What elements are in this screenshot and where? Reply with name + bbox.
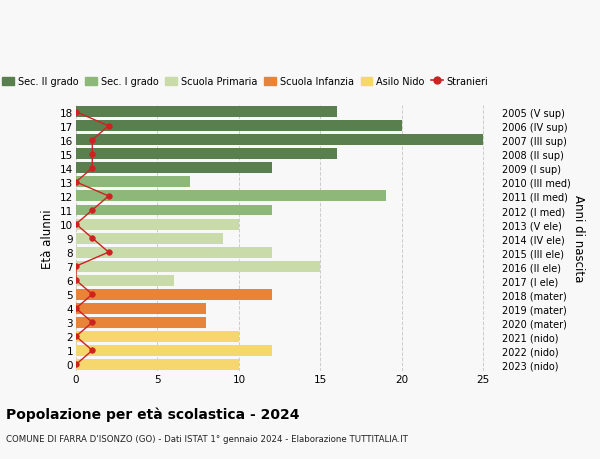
Bar [76,331,239,342]
Bar [76,289,272,300]
Bar [76,275,174,286]
Bar [76,107,337,118]
Bar [76,345,272,356]
Y-axis label: Anni di nascita: Anni di nascita [572,195,585,282]
Bar [76,121,402,132]
Bar [76,163,272,174]
Bar [76,359,239,370]
Bar [76,135,483,146]
Bar [76,219,239,230]
Text: Popolazione per età scolastica - 2024: Popolazione per età scolastica - 2024 [6,406,299,421]
Bar [76,149,337,160]
Bar [76,205,272,216]
Legend: Sec. II grado, Sec. I grado, Scuola Primaria, Scuola Infanzia, Asilo Nido, Stran: Sec. II grado, Sec. I grado, Scuola Prim… [0,73,493,91]
Bar [76,317,206,328]
Bar [76,261,320,272]
Text: COMUNE DI FARRA D'ISONZO (GO) - Dati ISTAT 1° gennaio 2024 - Elaborazione TUTTIT: COMUNE DI FARRA D'ISONZO (GO) - Dati IST… [6,434,408,443]
Bar [76,177,190,188]
Y-axis label: Età alunni: Età alunni [41,209,55,269]
Bar [76,233,223,244]
Bar [76,191,386,202]
Bar [76,303,206,314]
Bar [76,247,272,258]
